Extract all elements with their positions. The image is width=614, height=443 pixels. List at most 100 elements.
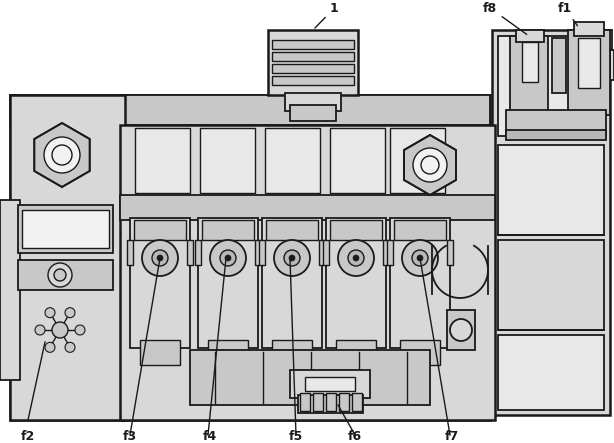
Bar	[390, 128, 445, 193]
Circle shape	[75, 325, 85, 335]
Bar	[387, 240, 393, 265]
Bar	[18, 205, 113, 253]
Circle shape	[225, 255, 231, 261]
Bar	[447, 310, 475, 350]
Bar	[400, 340, 440, 365]
Text: f3: f3	[123, 431, 137, 443]
Circle shape	[413, 148, 447, 182]
Bar	[195, 240, 201, 265]
Bar	[198, 218, 258, 348]
Circle shape	[284, 250, 300, 266]
Bar	[568, 30, 610, 115]
Circle shape	[65, 308, 75, 318]
Circle shape	[65, 342, 75, 352]
Circle shape	[52, 322, 68, 338]
Bar	[290, 370, 370, 398]
Circle shape	[220, 250, 236, 266]
Bar	[200, 128, 255, 193]
Bar	[498, 145, 604, 235]
Bar	[313, 393, 323, 411]
Bar	[578, 38, 600, 88]
Bar	[498, 240, 604, 330]
Bar	[259, 240, 265, 265]
Bar	[604, 30, 612, 80]
Circle shape	[48, 263, 72, 287]
Text: f2: f2	[21, 431, 35, 443]
Circle shape	[274, 240, 310, 276]
Bar	[272, 52, 354, 61]
Circle shape	[45, 308, 55, 318]
Bar	[298, 395, 363, 413]
Bar	[383, 240, 389, 265]
Bar	[610, 50, 614, 80]
Bar	[134, 220, 186, 240]
Bar	[319, 240, 325, 265]
Bar	[262, 218, 322, 348]
Bar	[272, 340, 312, 365]
Bar	[0, 200, 20, 380]
Bar	[352, 393, 362, 411]
Bar	[492, 30, 610, 415]
Bar	[18, 260, 113, 290]
Bar	[255, 240, 261, 265]
Text: f5: f5	[289, 431, 303, 443]
Bar	[506, 130, 606, 140]
Bar	[390, 218, 450, 348]
Circle shape	[44, 137, 80, 173]
Circle shape	[417, 255, 423, 261]
Bar	[208, 340, 248, 365]
Bar	[330, 220, 382, 240]
Text: f7: f7	[445, 431, 459, 443]
Bar	[330, 128, 385, 193]
Bar	[10, 95, 125, 420]
Bar	[305, 377, 355, 391]
Bar	[300, 393, 310, 411]
Bar	[522, 42, 538, 82]
Bar	[339, 393, 349, 411]
Circle shape	[450, 319, 472, 341]
Bar	[285, 93, 341, 111]
Bar	[10, 95, 490, 125]
Bar	[268, 30, 358, 95]
Circle shape	[338, 240, 374, 276]
Bar	[290, 105, 336, 121]
Polygon shape	[404, 135, 456, 195]
Bar	[22, 210, 109, 248]
Circle shape	[35, 325, 45, 335]
Bar	[272, 40, 354, 49]
Circle shape	[45, 342, 55, 352]
Text: f6: f6	[348, 431, 362, 443]
Text: f8: f8	[483, 1, 527, 35]
Bar	[510, 36, 548, 116]
Circle shape	[402, 240, 438, 276]
Text: f4: f4	[203, 431, 217, 443]
Bar	[187, 240, 193, 265]
Circle shape	[210, 240, 246, 276]
Bar	[516, 30, 544, 42]
Circle shape	[412, 250, 428, 266]
Text: 1: 1	[315, 1, 339, 28]
Bar	[272, 64, 354, 73]
Circle shape	[157, 255, 163, 261]
Bar	[266, 220, 318, 240]
Circle shape	[152, 250, 168, 266]
Bar	[552, 38, 566, 93]
Bar	[394, 220, 446, 240]
Bar	[272, 76, 354, 85]
Circle shape	[353, 255, 359, 261]
Bar	[498, 335, 604, 410]
Bar	[10, 95, 490, 420]
Bar	[135, 128, 190, 193]
Bar	[498, 36, 604, 136]
Bar	[202, 220, 254, 240]
Circle shape	[289, 255, 295, 261]
Bar	[336, 340, 376, 365]
Bar	[127, 240, 133, 265]
Bar	[326, 218, 386, 348]
Text: f1: f1	[558, 1, 577, 26]
Circle shape	[348, 250, 364, 266]
Circle shape	[142, 240, 178, 276]
Bar	[506, 110, 606, 135]
Bar	[323, 240, 329, 265]
Bar	[130, 218, 190, 348]
